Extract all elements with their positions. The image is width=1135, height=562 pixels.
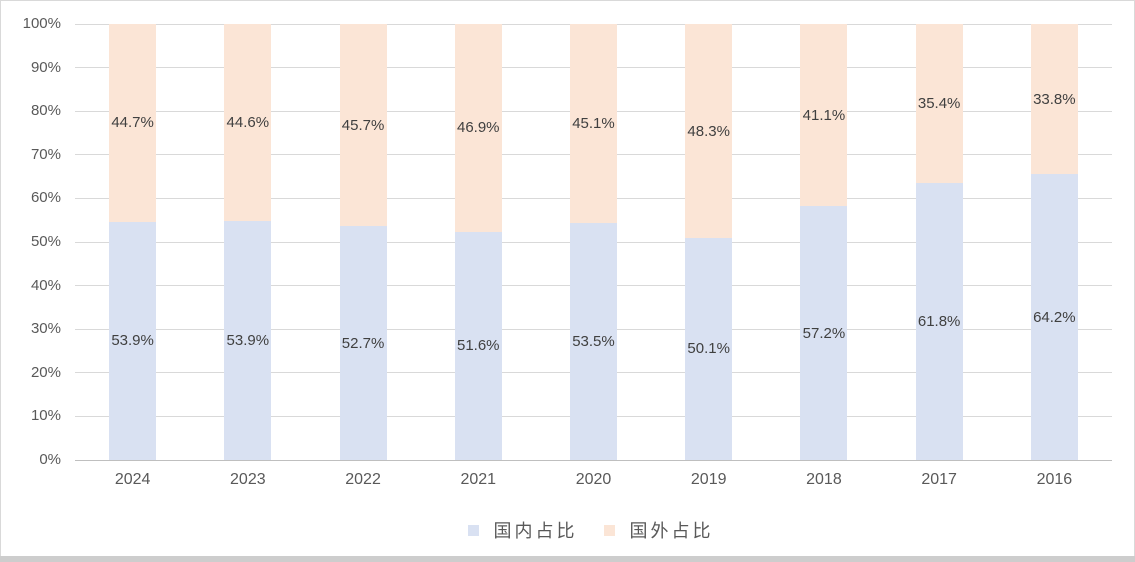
- data-label: 52.7%: [341, 334, 385, 352]
- legend: 国内占比 国外占比: [47, 517, 1134, 543]
- data-label: 48.3%: [687, 122, 730, 140]
- legend-item-foreign: 国外占比: [603, 517, 714, 543]
- data-label: 51.6%: [456, 337, 500, 355]
- stacked-bar-2018: 41.1% 57.2%: [800, 24, 848, 460]
- bar-segment-domestic: 53.9%: [109, 221, 157, 460]
- stacked-bar-2024: 44.7% 53.9%: [109, 24, 157, 460]
- stacked-bar-2023: 44.6% 53.9%: [224, 24, 272, 460]
- bar-segment-foreign: 45.1%: [569, 24, 617, 224]
- bar-column: 45.7% 52.7%: [305, 24, 420, 460]
- bar-column: 44.7% 53.9%: [75, 24, 190, 460]
- stacked-bar-2022: 45.7% 52.7%: [339, 24, 387, 460]
- y-tick-label: 40%: [30, 276, 61, 294]
- data-label: 33.8%: [1033, 90, 1076, 108]
- y-tick-label: 100%: [22, 15, 61, 32]
- data-label: 53.5%: [572, 333, 615, 351]
- stacked-bar-2016: 33.8% 64.2%: [1030, 24, 1078, 460]
- bar-segment-foreign: 44.6%: [224, 24, 272, 222]
- bar-column: 45.1% 53.5%: [536, 24, 651, 460]
- y-tick-label: 10%: [30, 407, 61, 425]
- data-label: 53.9%: [226, 332, 270, 350]
- bar-segment-domestic: 52.7%: [339, 226, 387, 460]
- data-label: 45.1%: [572, 115, 615, 133]
- data-label: 50.1%: [687, 340, 730, 358]
- bar-column: 48.3% 50.1%: [651, 24, 766, 460]
- y-tick-label: 80%: [30, 102, 61, 120]
- data-label: 46.9%: [456, 119, 500, 137]
- x-tick-label: 2022: [345, 471, 381, 488]
- x-axis-labels: 2024 2023 2022 2021 2020 2019 2018 2017 2016: [75, 471, 1112, 489]
- x-tick-label: 2021: [460, 471, 497, 488]
- stacked-bar-2017: 35.4% 61.8%: [915, 24, 963, 460]
- bars: 44.7% 53.9% 44.6% 53.9% 45.7% 52.7% 46.9% 51.6%…: [75, 24, 1112, 460]
- bar-column: 33.8% 64.2%: [997, 24, 1112, 460]
- bar-segment-foreign: 48.3%: [685, 24, 733, 238]
- y-tick-label: 50%: [30, 233, 61, 250]
- legend-swatch-foreign-icon: [603, 524, 615, 536]
- bar-segment-foreign: 35.4%: [915, 24, 963, 183]
- x-tick-label: 2024: [114, 471, 151, 488]
- data-label: 64.2%: [1033, 308, 1076, 326]
- y-tick-label: 70%: [30, 145, 61, 163]
- bar-column: 46.9% 51.6%: [421, 24, 536, 460]
- bar-column: 44.6% 53.9%: [190, 24, 305, 460]
- stacked-bar-2020: 45.1% 53.5%: [569, 24, 617, 460]
- data-label: 35.4%: [917, 94, 961, 112]
- x-axis-line: [75, 459, 1112, 461]
- bar-segment-foreign: 44.7%: [109, 24, 157, 222]
- data-label: 57.2%: [802, 324, 846, 342]
- window-bottom-edge: [0, 556, 1135, 562]
- bar-segment-domestic: 53.5%: [569, 223, 617, 460]
- x-tick-label: 2023: [230, 471, 266, 488]
- bar-segment-domestic: 61.8%: [915, 182, 963, 460]
- bar-segment-domestic: 51.6%: [454, 231, 502, 460]
- bar-column: 35.4% 61.8%: [882, 24, 997, 460]
- bar-segment-domestic: 53.9%: [224, 221, 272, 460]
- bar-segment-foreign: 46.9%: [454, 24, 502, 232]
- x-tick-label: 2018: [806, 471, 842, 488]
- legend-label-foreign: 国外占比: [629, 521, 714, 541]
- legend-swatch-domestic-icon: [467, 524, 479, 536]
- legend-item-domestic: 国内占比: [467, 517, 578, 543]
- y-tick-label: 30%: [30, 320, 61, 338]
- bar-column: 41.1% 57.2%: [766, 24, 881, 460]
- x-tick-label: 2016: [1036, 471, 1073, 488]
- x-tick-label: 2020: [575, 471, 612, 488]
- data-label: 44.7%: [111, 114, 154, 132]
- y-tick-label: 90%: [30, 58, 61, 76]
- x-tick-label: 2019: [690, 471, 727, 488]
- bar-segment-foreign: 33.8%: [1030, 24, 1078, 175]
- y-tick-label: 20%: [30, 363, 61, 381]
- bar-segment-foreign: 45.7%: [339, 24, 387, 227]
- bar-segment-domestic: 50.1%: [685, 238, 733, 460]
- bar-segment-foreign: 41.1%: [800, 24, 848, 207]
- data-label: 44.6%: [226, 114, 270, 132]
- stacked-bar-2019: 48.3% 50.1%: [685, 24, 733, 460]
- bar-segment-domestic: 57.2%: [800, 206, 848, 460]
- data-label: 41.1%: [802, 106, 846, 124]
- data-label: 45.7%: [341, 116, 385, 134]
- legend-label-domestic: 国内占比: [493, 521, 578, 541]
- bar-segment-domestic: 64.2%: [1030, 174, 1078, 460]
- data-label: 53.9%: [111, 332, 154, 350]
- x-tick-label: 2017: [921, 471, 957, 488]
- stacked-bar-2021: 46.9% 51.6%: [454, 24, 502, 460]
- data-label: 61.8%: [917, 312, 961, 330]
- y-tick-label: 0%: [39, 451, 61, 468]
- y-tick-label: 60%: [30, 189, 61, 207]
